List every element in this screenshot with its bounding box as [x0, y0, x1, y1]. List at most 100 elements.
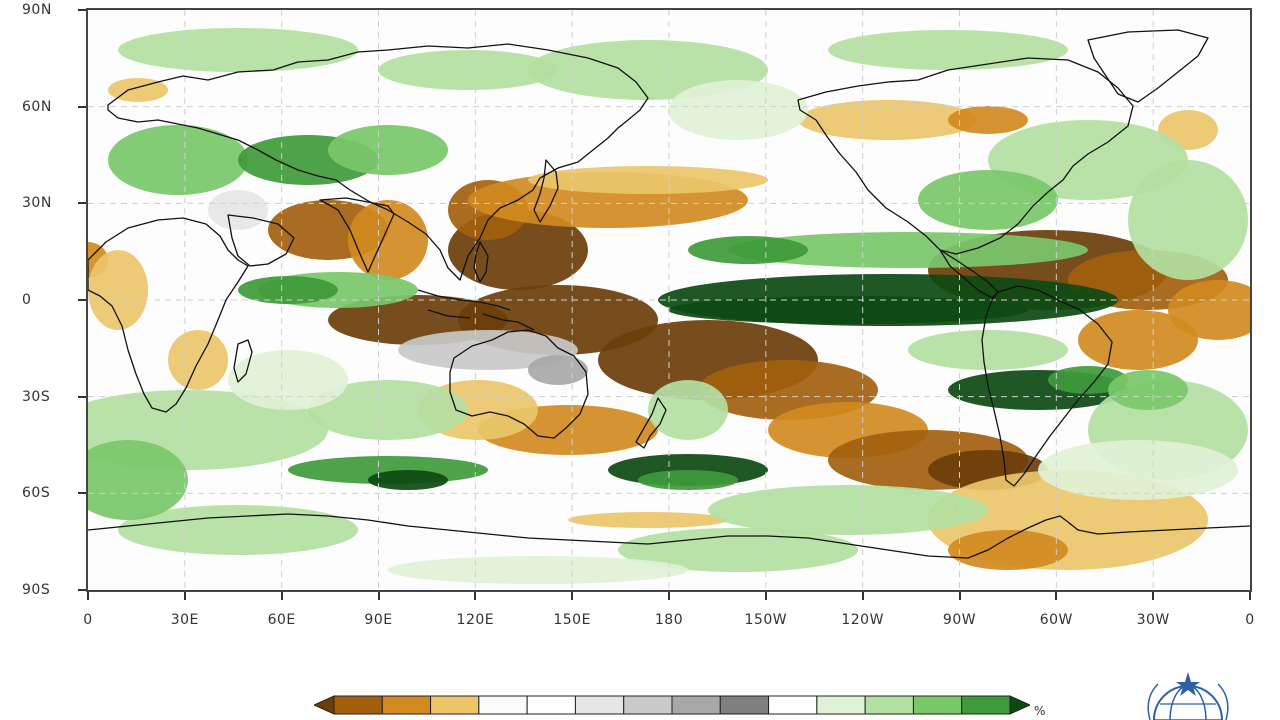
latitude-label: 30N [22, 195, 52, 212]
longitude-tick [1055, 592, 1058, 600]
arabia-coastline [227, 214, 295, 267]
colorbar [314, 695, 1030, 715]
longitude-tick [958, 592, 961, 600]
anomaly-patch [398, 330, 578, 370]
antarctica-coastline [88, 513, 1250, 559]
longitude-tick [87, 592, 89, 600]
madagascar-coastline [233, 339, 253, 383]
colorbar-unit-label: % [1034, 704, 1046, 718]
anomaly-patch [1048, 366, 1128, 394]
latitude-tick [78, 589, 86, 591]
longitude-label: 0 [83, 612, 93, 628]
colorbar-swatch [912, 695, 963, 715]
wmo-emblem-icon [1140, 668, 1236, 720]
anomaly-patch [118, 28, 358, 72]
anomaly-patch [638, 470, 738, 490]
australia-coastline [449, 329, 589, 439]
anomaly-patch [1078, 310, 1198, 370]
anomaly-patch [88, 440, 188, 520]
longitude-tick [1249, 592, 1251, 600]
graticule-layer [88, 10, 1250, 590]
anomaly-patch [668, 80, 808, 140]
latitude-tick [78, 492, 86, 495]
longitude-label: 120W [841, 612, 884, 628]
latitude-tick [78, 395, 86, 398]
anomaly-patch [688, 236, 808, 264]
longitude-label: 60W [1039, 612, 1073, 628]
philippines-coastline [473, 241, 489, 283]
colorbar-swatch [333, 695, 383, 715]
anomaly-patch [618, 528, 858, 572]
longitude-label: 150W [744, 612, 788, 628]
latitude-label: 0 [22, 292, 32, 308]
anomaly-patch [308, 380, 468, 440]
longitude-tick [764, 592, 767, 600]
longitude-label: 90E [364, 612, 393, 628]
precipitation-anomaly-map [86, 8, 1252, 592]
latitude-label: 30S [22, 388, 51, 405]
anomaly-patch [378, 50, 558, 90]
latitude-tick [78, 9, 86, 11]
anomaly-patch [798, 100, 978, 140]
anomaly-patch [108, 125, 248, 195]
colorbar-swatch [381, 695, 432, 715]
india-coastline [319, 197, 395, 273]
longitude-tick [1152, 592, 1155, 600]
latitude-label: 90N [22, 2, 52, 18]
anomaly-patch [328, 125, 448, 175]
anomaly-patch [368, 470, 448, 490]
longitude-label: 120E [456, 612, 495, 628]
eurasia-coastline [107, 43, 649, 281]
map-canvas [88, 10, 1250, 590]
anomaly-patch [648, 380, 728, 440]
colorbar-swatch [430, 695, 480, 715]
colorbar-swatch [623, 695, 673, 715]
anomaly-patch [528, 355, 588, 385]
new-zealand-coastline [635, 397, 667, 449]
longitude-label: 0 [1245, 612, 1255, 628]
latitude-label: 60N [22, 98, 52, 115]
longitude-tick [183, 592, 186, 600]
anomaly-patch [168, 330, 228, 390]
longitude-label: 180 [654, 612, 684, 628]
anomaly-patch [918, 170, 1058, 230]
longitude-tick [474, 592, 477, 600]
anomaly-patch [1128, 160, 1248, 280]
latitude-tick [78, 299, 86, 301]
anomaly-patch [948, 106, 1028, 134]
colorbar-swatch [478, 695, 528, 715]
longitude-label: 150E [553, 612, 591, 628]
anomaly-patch [668, 296, 1028, 324]
longitude-label: 60E [267, 612, 296, 628]
longitude-tick [668, 592, 670, 600]
anomaly-patch [388, 556, 688, 584]
africa-coastline [88, 217, 249, 413]
longitude-label: 90W [942, 612, 977, 628]
colorbar-low-extend [314, 695, 335, 715]
anomaly-patch [568, 512, 728, 528]
north-america-coastline [797, 57, 1134, 255]
latitude-label: 60S [22, 485, 51, 502]
japan-coastline [533, 159, 559, 223]
indonesia-coastline [417, 289, 535, 331]
latitude-tick [78, 202, 86, 205]
anomaly-patch [948, 530, 1068, 570]
colorbar-swatch [719, 695, 770, 715]
colorbar-swatch [816, 695, 866, 715]
anomaly-patch [118, 505, 358, 555]
colorbar-swatch [526, 695, 576, 715]
anomaly-patch [208, 190, 268, 230]
colorbar-swatch [864, 695, 914, 715]
anomaly-patch [1108, 370, 1188, 410]
anomaly-patch [228, 350, 348, 410]
latitude-tick [78, 105, 86, 108]
longitude-tick [280, 592, 283, 600]
longitude-tick [377, 592, 380, 600]
colorbar-swatch [671, 695, 721, 715]
colorbar-high-extend [1009, 695, 1030, 715]
anomaly-patch [348, 200, 428, 280]
anomaly-patch [238, 276, 338, 304]
anomaly-patch [528, 166, 768, 194]
coastline-layer [88, 29, 1250, 559]
anomaly-patch [1038, 440, 1238, 500]
